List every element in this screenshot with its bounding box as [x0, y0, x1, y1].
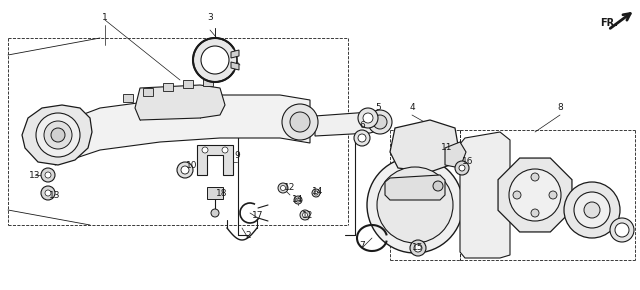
Text: 13: 13	[29, 171, 41, 180]
Circle shape	[41, 168, 55, 182]
Text: FR.: FR.	[600, 18, 618, 28]
Circle shape	[367, 157, 463, 253]
Circle shape	[193, 38, 237, 82]
Circle shape	[312, 189, 320, 197]
Circle shape	[455, 161, 469, 175]
Polygon shape	[385, 175, 445, 200]
Circle shape	[513, 191, 521, 199]
Circle shape	[314, 191, 318, 195]
Circle shape	[549, 191, 557, 199]
Text: 10: 10	[186, 160, 198, 169]
Circle shape	[278, 183, 288, 193]
Circle shape	[51, 128, 65, 142]
Circle shape	[368, 110, 392, 134]
Circle shape	[222, 147, 228, 153]
Text: 7: 7	[359, 240, 365, 249]
Polygon shape	[143, 88, 153, 96]
Text: 3: 3	[207, 14, 213, 23]
Polygon shape	[315, 112, 380, 136]
Circle shape	[177, 162, 193, 178]
Polygon shape	[203, 78, 213, 86]
Circle shape	[44, 121, 72, 149]
Circle shape	[377, 167, 453, 243]
Text: 9: 9	[234, 151, 240, 160]
Circle shape	[354, 130, 370, 146]
Circle shape	[181, 166, 189, 174]
Circle shape	[574, 192, 610, 228]
Text: 17: 17	[252, 211, 264, 220]
Circle shape	[410, 240, 426, 256]
Text: 14: 14	[312, 188, 324, 197]
Circle shape	[509, 169, 561, 221]
Circle shape	[36, 113, 80, 157]
Circle shape	[615, 223, 629, 237]
Polygon shape	[390, 120, 458, 172]
Polygon shape	[22, 105, 92, 165]
Text: 5: 5	[375, 104, 381, 113]
Text: 8: 8	[557, 104, 563, 113]
Text: 14: 14	[292, 195, 304, 204]
Circle shape	[41, 186, 55, 200]
Circle shape	[300, 210, 310, 220]
Text: 4: 4	[409, 104, 415, 113]
Text: 1: 1	[102, 14, 108, 23]
Text: 12: 12	[284, 184, 296, 193]
Polygon shape	[55, 95, 310, 165]
Circle shape	[282, 104, 318, 140]
Circle shape	[296, 198, 300, 202]
Circle shape	[303, 213, 307, 218]
Polygon shape	[231, 50, 239, 58]
Circle shape	[358, 134, 366, 142]
Circle shape	[202, 147, 208, 153]
Circle shape	[531, 173, 539, 181]
Circle shape	[610, 218, 634, 242]
Text: 16: 16	[462, 157, 474, 166]
Polygon shape	[498, 158, 572, 232]
Text: 13: 13	[49, 191, 61, 200]
Polygon shape	[163, 83, 173, 91]
Circle shape	[363, 113, 373, 123]
Circle shape	[201, 46, 229, 74]
Circle shape	[45, 190, 51, 196]
Circle shape	[459, 165, 465, 171]
Circle shape	[294, 196, 302, 204]
Text: 2: 2	[245, 231, 251, 240]
Circle shape	[531, 209, 539, 217]
Polygon shape	[135, 85, 225, 120]
Circle shape	[211, 209, 219, 217]
Circle shape	[358, 108, 378, 128]
Text: 15: 15	[412, 244, 424, 253]
Polygon shape	[460, 132, 510, 258]
Circle shape	[564, 182, 620, 238]
Polygon shape	[207, 187, 223, 199]
Text: 6: 6	[359, 121, 365, 130]
Circle shape	[433, 181, 443, 191]
Text: 12: 12	[302, 211, 314, 220]
Circle shape	[584, 202, 600, 218]
Polygon shape	[123, 94, 133, 102]
Circle shape	[280, 186, 285, 191]
Polygon shape	[183, 80, 193, 88]
Polygon shape	[231, 62, 239, 70]
Circle shape	[414, 244, 422, 252]
Text: 11: 11	[441, 144, 452, 153]
Text: 18: 18	[216, 188, 228, 197]
Circle shape	[290, 112, 310, 132]
Polygon shape	[445, 142, 466, 168]
Circle shape	[373, 115, 387, 129]
Polygon shape	[197, 145, 233, 175]
Circle shape	[45, 172, 51, 178]
